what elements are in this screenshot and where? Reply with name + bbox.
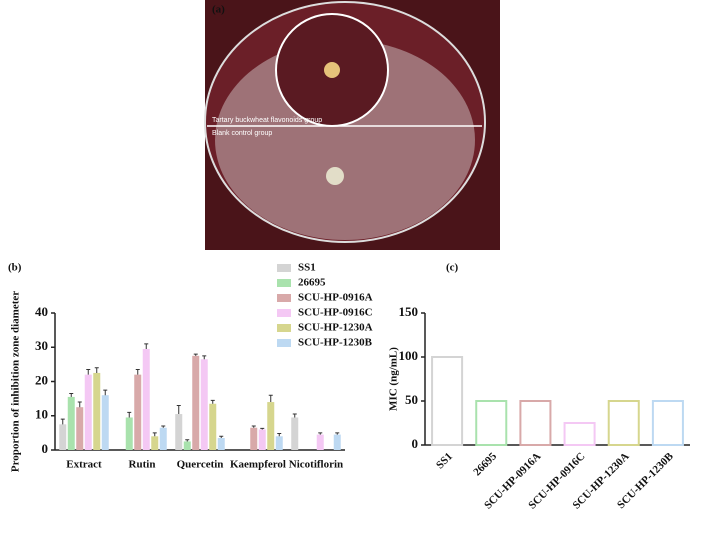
error-bar bbox=[277, 433, 282, 437]
legend-swatch bbox=[277, 294, 291, 302]
bar bbox=[217, 438, 225, 450]
bar bbox=[142, 348, 150, 450]
legend-swatch bbox=[277, 279, 291, 287]
y-tick-label: 50 bbox=[405, 392, 418, 407]
error-bar bbox=[268, 394, 273, 403]
legend-swatch bbox=[277, 324, 291, 332]
error-bar bbox=[144, 343, 149, 349]
legend-label: SCU-HP-0916C bbox=[298, 307, 373, 319]
error-bar bbox=[77, 401, 82, 408]
y-tick-label: 100 bbox=[399, 348, 419, 363]
x-tick-label: Quercetin bbox=[177, 459, 224, 471]
x-tick-label: Nicotiflorin bbox=[289, 459, 343, 471]
error-bar bbox=[260, 427, 265, 430]
bar bbox=[316, 434, 324, 450]
y-tick-label: 0 bbox=[412, 436, 419, 451]
bar bbox=[275, 436, 283, 450]
panel-label: (a) bbox=[212, 4, 225, 16]
bar bbox=[151, 436, 159, 450]
legend-label: SS1 bbox=[298, 262, 316, 274]
error-bar bbox=[202, 355, 207, 360]
bar bbox=[93, 372, 101, 450]
legend-swatch bbox=[277, 339, 291, 347]
error-bar bbox=[292, 413, 297, 418]
bar bbox=[258, 429, 266, 450]
error-bar bbox=[127, 411, 132, 418]
bar bbox=[267, 402, 275, 450]
bar bbox=[475, 400, 508, 446]
error-bar bbox=[135, 369, 140, 375]
photo: Tartary buckwheat flavonoids group Blank… bbox=[204, 0, 500, 250]
y-tick-label: 40 bbox=[35, 304, 48, 319]
bar bbox=[76, 407, 84, 450]
photo-label: Blank control group bbox=[212, 130, 272, 137]
error-bar bbox=[94, 367, 99, 373]
bar bbox=[175, 414, 183, 450]
error-bar bbox=[176, 404, 181, 415]
bar bbox=[134, 374, 142, 450]
y-tick-label: 150 bbox=[399, 304, 419, 319]
x-tick-label: Extract bbox=[66, 459, 102, 471]
bar bbox=[607, 400, 640, 446]
bar bbox=[250, 427, 258, 450]
disc bbox=[326, 167, 344, 185]
legend-label: 26695 bbox=[298, 277, 326, 289]
bar bbox=[192, 355, 200, 450]
bar bbox=[125, 417, 133, 450]
bar bbox=[59, 424, 67, 450]
disc bbox=[324, 62, 340, 78]
bar bbox=[519, 400, 552, 446]
legend-label: SCU-HP-1230A bbox=[298, 322, 373, 334]
error-bar bbox=[86, 369, 91, 375]
y-axis-label: MIC (ng/mL) bbox=[388, 347, 400, 411]
error-bar bbox=[335, 432, 340, 435]
error-bar bbox=[152, 432, 157, 437]
bar bbox=[333, 434, 341, 450]
error-bar bbox=[185, 439, 190, 442]
x-tick-label: Kaempferol bbox=[230, 459, 286, 471]
bar bbox=[651, 400, 684, 446]
y-axis-label: Proportion of inhibition zone diameter bbox=[10, 291, 22, 472]
photo-label: Tartary buckwheat flavonoids group bbox=[212, 117, 322, 124]
error-bar bbox=[318, 432, 323, 435]
bar bbox=[209, 403, 217, 450]
legend-swatch bbox=[277, 264, 291, 272]
error-bar bbox=[219, 435, 224, 439]
panel-label: (b) bbox=[8, 262, 22, 274]
error-bar bbox=[251, 425, 256, 428]
error-bar bbox=[103, 389, 108, 396]
x-tick-label: Rutin bbox=[129, 459, 156, 471]
panel-label: (c) bbox=[446, 262, 459, 274]
y-tick-label: 30 bbox=[35, 338, 48, 353]
bar bbox=[67, 396, 75, 450]
error-bar bbox=[69, 392, 74, 397]
y-tick-label: 10 bbox=[35, 407, 48, 422]
bar bbox=[84, 374, 92, 450]
legend-swatch bbox=[277, 309, 291, 317]
y-tick-label: 0 bbox=[42, 441, 49, 456]
error-bar bbox=[161, 425, 166, 428]
legend-label: SCU-HP-1230B bbox=[298, 337, 373, 349]
bar bbox=[159, 427, 167, 450]
x-tick-label: SS1 bbox=[434, 450, 455, 471]
legend-label: SCU-HP-0916A bbox=[298, 292, 373, 304]
error-bar bbox=[60, 418, 65, 425]
bar bbox=[563, 422, 596, 446]
bar bbox=[431, 356, 464, 446]
y-tick-label: 20 bbox=[35, 372, 48, 387]
bar bbox=[101, 395, 109, 450]
error-bar bbox=[193, 353, 198, 356]
bar bbox=[200, 359, 208, 450]
bar bbox=[183, 441, 191, 450]
bar bbox=[291, 417, 299, 450]
x-tick-label: 26695 bbox=[471, 450, 499, 478]
error-bar bbox=[210, 399, 215, 404]
